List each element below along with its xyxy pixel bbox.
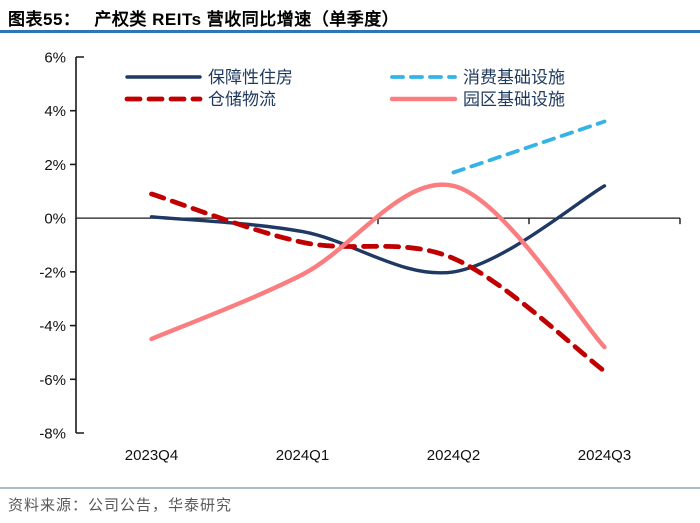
y-tick-label: -2% bbox=[39, 264, 66, 281]
legend-label-warehouse-logistics: 仓储物流 bbox=[208, 90, 276, 109]
series-park-infrastructure bbox=[149, 182, 607, 350]
series-consumer-infrastructure bbox=[451, 119, 607, 175]
source-note: 资料来源：公司公告，华泰研究 bbox=[8, 498, 233, 514]
series-warehouse-logistics bbox=[149, 191, 607, 374]
y-axis-endcaps bbox=[76, 56, 84, 434]
series-affordable-housing bbox=[149, 184, 607, 275]
x-tick-label: 2024Q2 bbox=[427, 447, 480, 464]
x-tick-label: 2023Q4 bbox=[125, 447, 178, 464]
y-tick-label: -6% bbox=[39, 372, 66, 389]
y-tick-label: 2% bbox=[44, 157, 66, 174]
y-tick-label: -4% bbox=[39, 318, 66, 335]
y-tick-label: 4% bbox=[44, 103, 66, 120]
legend-label-affordable-housing: 保障性住房 bbox=[208, 68, 293, 87]
legend-label-park-infrastructure: 园区基础设施 bbox=[463, 90, 565, 109]
y-tick-label: 0% bbox=[44, 211, 66, 228]
figure-number: 图表55： bbox=[8, 10, 81, 29]
figure-title: 图表55： 产权类 REITs 营收同比增速（单季度） bbox=[8, 5, 399, 30]
figure-name: 产权类 REITs 营收同比增速（单季度） bbox=[94, 10, 400, 29]
footer-divider bbox=[0, 487, 700, 489]
y-tick-label: 6% bbox=[44, 50, 66, 67]
x-tick-label: 2024Q3 bbox=[578, 447, 631, 464]
x-tick-label: 2024Q1 bbox=[276, 447, 329, 464]
title-underline bbox=[0, 30, 700, 33]
y-tick-label: -8% bbox=[39, 426, 66, 443]
reits-revenue-growth-line-chart: 6% 4% 2% 0% -2% -4% -6% -8% 2023Q4 2024Q1 2024Q2 20… bbox=[39, 50, 681, 464]
legend-label-consumer-infrastructure: 消费基础设施 bbox=[463, 68, 565, 87]
